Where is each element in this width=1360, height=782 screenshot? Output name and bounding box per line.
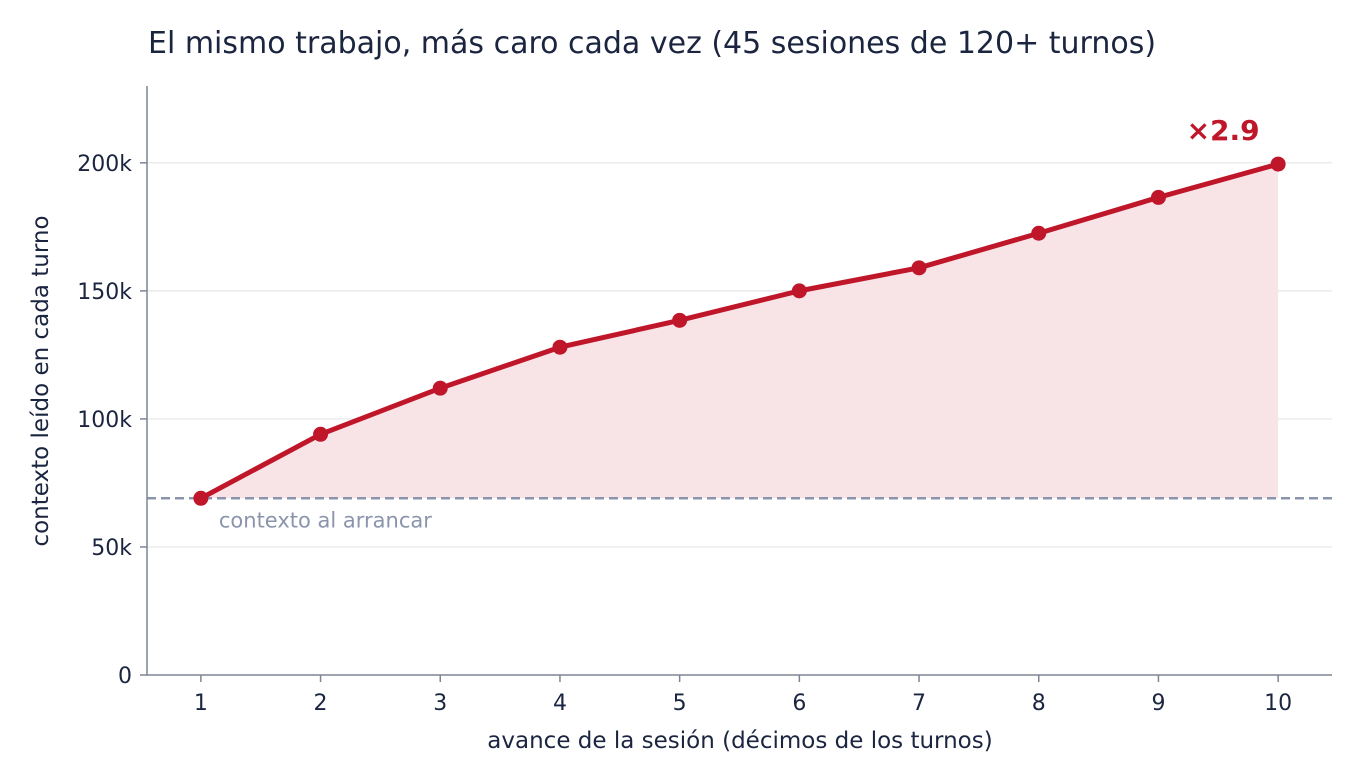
data-point-4 bbox=[552, 339, 568, 355]
chart-title: El mismo trabajo, más caro cada vez (45 … bbox=[148, 26, 1156, 61]
y-tick-label: 0 bbox=[118, 664, 132, 689]
x-tick-label: 4 bbox=[553, 691, 567, 716]
x-tick-label: 2 bbox=[314, 691, 328, 716]
data-point-9 bbox=[1150, 189, 1166, 205]
reference-line-group: contexto al arrancar bbox=[147, 497, 1332, 532]
y-axis-label: contexto leído en cada turno bbox=[28, 215, 54, 546]
x-tick-label: 5 bbox=[673, 691, 687, 716]
data-point-5 bbox=[672, 312, 688, 328]
x-tick-label: 3 bbox=[433, 691, 447, 716]
y-tick-label: 100k bbox=[77, 408, 132, 433]
series-line bbox=[198, 161, 1281, 501]
x-tick-label: 7 bbox=[912, 691, 926, 716]
data-point-10 bbox=[1270, 156, 1286, 172]
x-tick-label: 8 bbox=[1032, 691, 1046, 716]
axes bbox=[146, 86, 1332, 676]
x-axis-ticks: 1 2 3 4 5 6 7 8 9 10 bbox=[194, 675, 1292, 716]
area-fill bbox=[200, 164, 1279, 499]
y-tick-label: 50k bbox=[91, 536, 132, 561]
data-point-3 bbox=[432, 380, 448, 396]
data-point-7 bbox=[911, 260, 927, 276]
y-axis-ticks: 0 50k 100k 150k 200k bbox=[77, 152, 147, 689]
y-tick-label: 150k bbox=[77, 280, 132, 305]
x-axis-label: avance de la sesión (décimos de los turn… bbox=[487, 728, 992, 754]
data-points bbox=[193, 156, 1286, 506]
reference-line-label: contexto al arrancar bbox=[219, 508, 432, 532]
y-tick-label: 200k bbox=[77, 152, 132, 177]
ratio-annotation: ×2.9 bbox=[1187, 114, 1260, 147]
x-tick-label: 1 bbox=[194, 691, 208, 716]
data-point-6 bbox=[791, 283, 807, 299]
x-tick-label: 9 bbox=[1151, 691, 1165, 716]
x-tick-label: 6 bbox=[792, 691, 806, 716]
x-tick-label: 10 bbox=[1264, 691, 1292, 716]
data-point-1 bbox=[193, 490, 209, 506]
data-point-2 bbox=[313, 426, 329, 442]
data-point-8 bbox=[1031, 225, 1047, 241]
